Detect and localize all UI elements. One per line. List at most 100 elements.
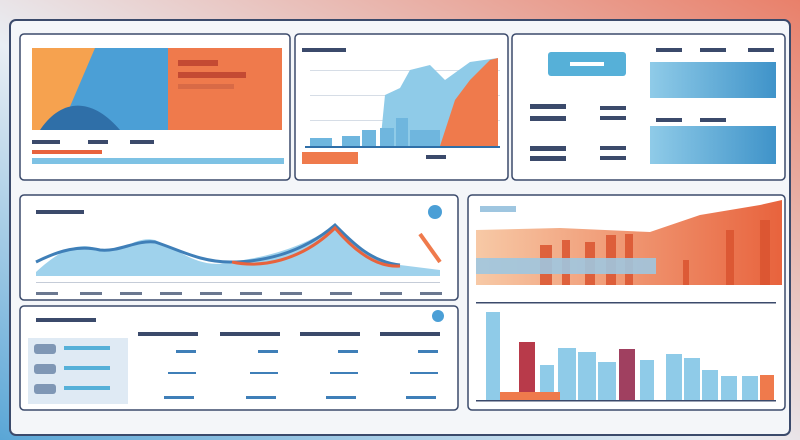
bar: [760, 220, 770, 285]
cell-bar: [250, 372, 278, 374]
grid-line: [310, 70, 500, 71]
line-series: [231, 225, 401, 268]
bar-group: [305, 118, 500, 148]
row-bar: [64, 346, 110, 350]
text-placeholder: [480, 206, 516, 212]
cell-bar: [176, 350, 196, 353]
text-placeholder: [280, 292, 302, 295]
text-placeholder: [380, 292, 402, 295]
bar: [396, 118, 408, 146]
cell-bar: [326, 396, 356, 399]
text-placeholder: [130, 140, 154, 144]
header-placeholder: [138, 332, 198, 336]
text-placeholder: [330, 292, 352, 295]
bar: [666, 354, 682, 400]
header-placeholder: [220, 332, 280, 336]
text-placeholder: [240, 292, 262, 295]
axis-labels: [36, 292, 442, 295]
table: [34, 332, 440, 399]
text-placeholder: [530, 156, 566, 161]
bar: [619, 349, 635, 400]
bar-group: [476, 220, 770, 285]
bar: [684, 358, 700, 400]
line-series: [35, 222, 401, 267]
button[interactable]: [302, 152, 358, 164]
bar: [683, 260, 689, 285]
cell-bar: [410, 372, 438, 374]
cell-bar: [338, 350, 358, 353]
row-icon: [34, 364, 56, 374]
text-placeholder: [600, 156, 626, 160]
row-bar: [64, 366, 110, 370]
bar: [578, 352, 596, 400]
header-placeholder: [300, 332, 360, 336]
text-placeholder: [656, 48, 682, 52]
text-placeholder: [530, 104, 566, 109]
hero-shape: [40, 105, 120, 130]
bar: [760, 375, 774, 400]
bar-group: [486, 312, 774, 400]
bar: [410, 130, 440, 146]
bar: [362, 130, 376, 146]
progress-line: [32, 158, 284, 164]
bar: [702, 370, 718, 400]
text-placeholder: [530, 116, 566, 121]
bar: [310, 138, 332, 146]
cell-bar: [406, 396, 436, 399]
area-shape: [36, 225, 440, 276]
text-placeholder: [426, 155, 446, 159]
text-placeholder: [700, 118, 726, 122]
bar: [486, 312, 500, 400]
bar: [380, 128, 394, 146]
cell-bar: [246, 396, 276, 399]
text-placeholder: [302, 48, 346, 52]
text-placeholder: [600, 146, 626, 150]
text-placeholder: [120, 292, 142, 295]
header-placeholder: [380, 332, 440, 336]
text-placeholder: [200, 292, 222, 295]
text-placeholder: [656, 118, 682, 122]
text-placeholder: [88, 140, 108, 144]
text-placeholder: [80, 292, 102, 295]
text-block: [530, 48, 774, 161]
text-placeholder: [420, 292, 442, 295]
hero-line: [178, 84, 234, 89]
text-placeholder: [570, 62, 604, 66]
hero-line: [178, 72, 246, 78]
cell-bar: [330, 372, 358, 374]
text-placeholder: [32, 140, 60, 144]
cell-bar: [418, 350, 438, 353]
bar: [519, 342, 535, 400]
baseline: [305, 146, 500, 148]
bar: [640, 360, 654, 400]
bar: [540, 365, 554, 400]
cell-bar: [168, 372, 196, 374]
text-placeholder: [36, 292, 58, 295]
cell-bar: [164, 396, 194, 399]
axis-line: [476, 400, 776, 402]
bar: [726, 230, 734, 285]
hero-line: [178, 60, 218, 66]
row-bar: [64, 386, 110, 390]
row-icon: [34, 344, 56, 354]
text-placeholder: [600, 106, 626, 110]
text-placeholder: [600, 116, 626, 120]
icon-button[interactable]: [428, 205, 442, 219]
progress-line: [32, 150, 102, 154]
band: [476, 258, 656, 274]
line-series: [418, 232, 442, 264]
divider: [476, 302, 776, 304]
bar: [342, 136, 360, 146]
text-placeholder: [160, 292, 182, 295]
text-placeholder: [700, 48, 726, 52]
bar: [598, 362, 616, 400]
cell-bar: [258, 350, 278, 353]
icon-button[interactable]: [432, 310, 444, 322]
bar-strip: [650, 62, 776, 98]
text-placeholder: [36, 318, 96, 322]
text-placeholder: [36, 210, 84, 214]
hero-shape: [32, 48, 100, 130]
bar-strip: [650, 126, 776, 164]
